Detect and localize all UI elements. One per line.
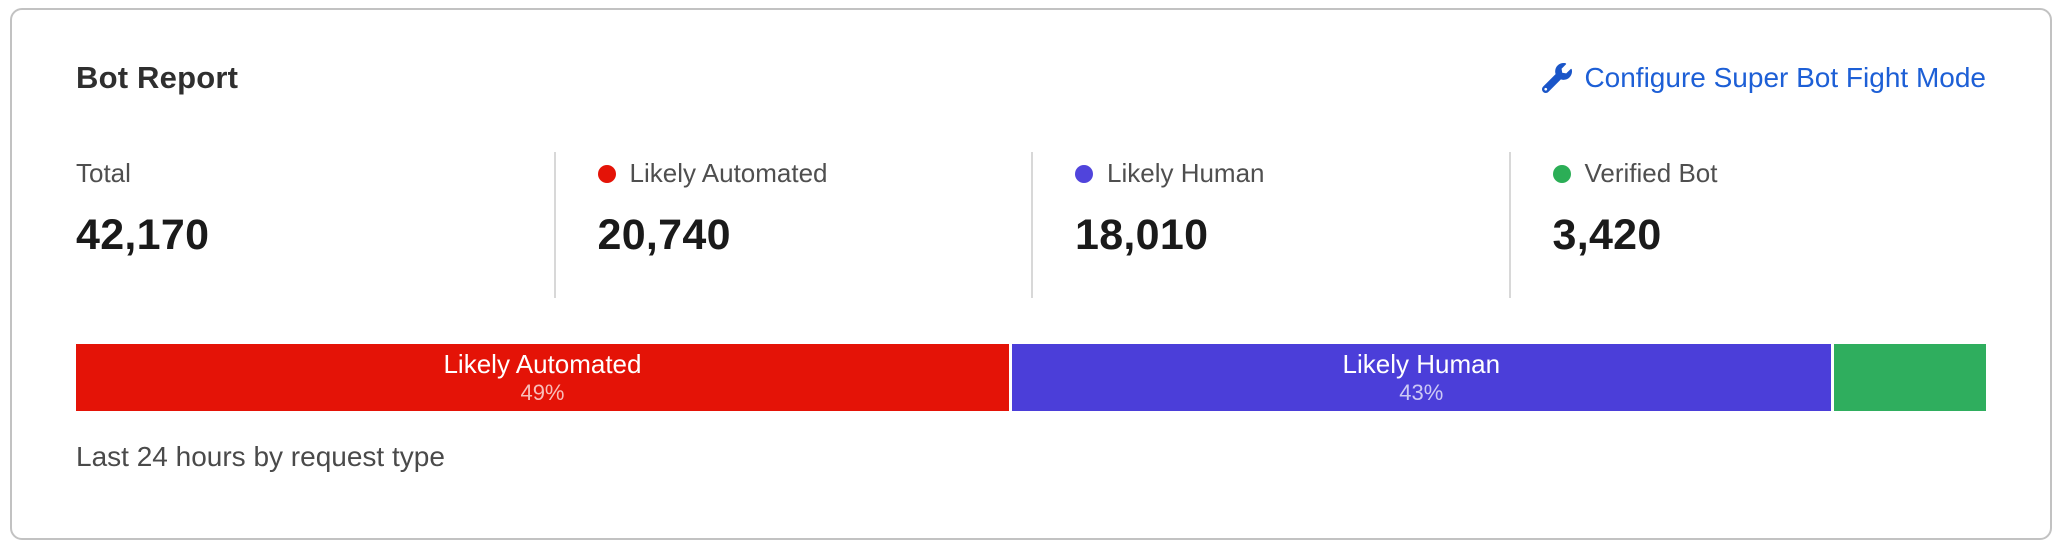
configure-super-bot-fight-mode-link[interactable]: Configure Super Bot Fight Mode [1542,62,1986,94]
segment-percentage: 49% [520,379,565,405]
bar-segment-likely-automated: Likely Automated 49% [76,344,1009,411]
stats-row: Total 42,170 Likely Automated 20,740 Lik… [76,152,1986,298]
stat-value: 18,010 [1075,211,1209,259]
verified-bot-dot-icon [1552,164,1571,183]
stat-total: Total 42,170 [76,152,554,298]
stat-likely-automated: Likely Automated 20,740 [553,152,1032,298]
stat-likely-human: Likely Human 18,010 [1031,152,1509,298]
segment-percentage: 43% [1399,379,1444,405]
configure-link-label: Configure Super Bot Fight Mode [1584,62,1986,93]
likely-human-dot-icon [1075,164,1093,183]
likely-automated-dot-icon [597,164,616,183]
stat-value: 3,420 [1552,211,1662,259]
card-header: Bot Report Configure Super Bot Fight Mod… [76,60,1986,96]
wrench-icon [1542,63,1573,93]
segment-name: Likely Automated [443,348,642,379]
page-title: Bot Report [76,60,239,95]
stat-value: 20,740 [597,211,731,259]
stat-label: Total [76,158,131,188]
stat-verified-bot: Verified Bot 3,420 [1508,152,1987,298]
stacked-bar-chart: Likely Automated 49% Likely Human 43% Ve… [76,344,1986,411]
bot-report-card: Bot Report Configure Super Bot Fight Mod… [10,8,2052,540]
bar-segment-verified-bot: Verified Bot 8% [1833,344,1986,411]
stat-label: Likely Automated [629,158,828,188]
chart-caption: Last 24 hours by request type [76,441,445,472]
segment-name: Likely Human [1342,348,1501,379]
stat-label: Verified Bot [1584,158,1718,188]
stat-value: 42,170 [76,211,210,259]
stat-label: Likely Human [1107,158,1265,188]
bar-segment-likely-human: Likely Human 43% [1011,344,1831,411]
